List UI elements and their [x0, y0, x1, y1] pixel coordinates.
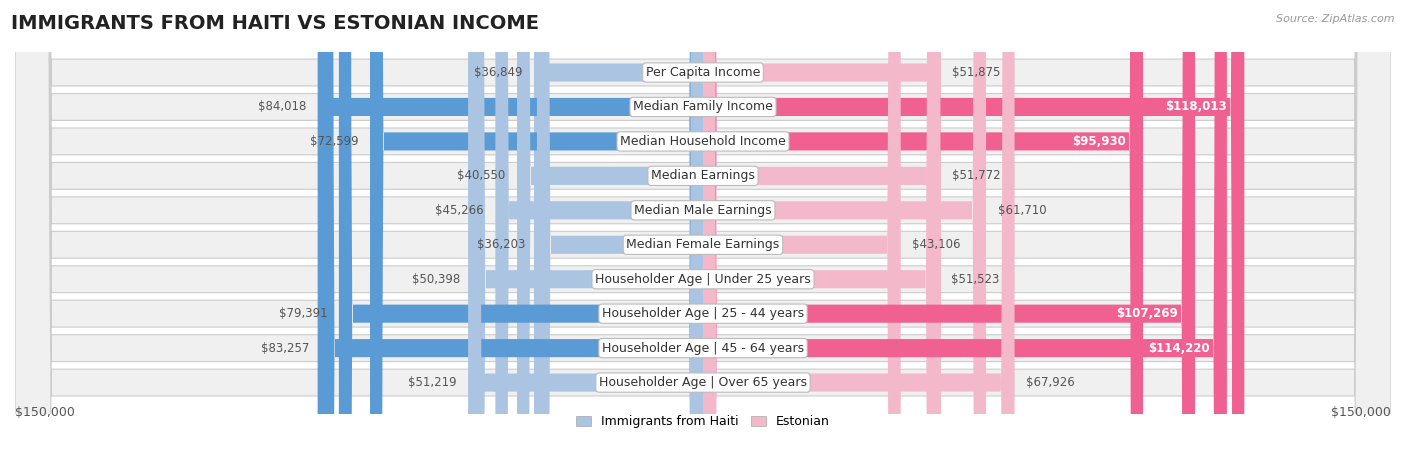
- Text: $36,849: $36,849: [474, 66, 523, 79]
- Text: Householder Age | 25 - 44 years: Householder Age | 25 - 44 years: [602, 307, 804, 320]
- FancyBboxPatch shape: [703, 0, 1143, 467]
- Text: Median Household Income: Median Household Income: [620, 135, 786, 148]
- Text: Source: ZipAtlas.com: Source: ZipAtlas.com: [1277, 14, 1395, 24]
- Text: Median Male Earnings: Median Male Earnings: [634, 204, 772, 217]
- FancyBboxPatch shape: [517, 0, 703, 467]
- Text: $118,013: $118,013: [1166, 100, 1227, 113]
- FancyBboxPatch shape: [15, 0, 1391, 467]
- FancyBboxPatch shape: [703, 0, 1244, 467]
- Text: $114,220: $114,220: [1149, 342, 1209, 354]
- FancyBboxPatch shape: [15, 0, 1391, 467]
- Text: $150,000: $150,000: [15, 406, 75, 419]
- Text: $36,203: $36,203: [477, 238, 526, 251]
- Text: Householder Age | Under 25 years: Householder Age | Under 25 years: [595, 273, 811, 286]
- Text: Median Family Income: Median Family Income: [633, 100, 773, 113]
- FancyBboxPatch shape: [321, 0, 703, 467]
- FancyBboxPatch shape: [537, 0, 703, 467]
- Text: $43,106: $43,106: [912, 238, 960, 251]
- FancyBboxPatch shape: [15, 0, 1391, 467]
- FancyBboxPatch shape: [15, 0, 1391, 467]
- FancyBboxPatch shape: [534, 0, 703, 467]
- FancyBboxPatch shape: [15, 0, 1391, 467]
- FancyBboxPatch shape: [703, 0, 901, 467]
- FancyBboxPatch shape: [15, 0, 1391, 467]
- Text: $40,550: $40,550: [457, 170, 506, 182]
- Text: $67,926: $67,926: [1026, 376, 1074, 389]
- FancyBboxPatch shape: [703, 0, 941, 467]
- Text: $107,269: $107,269: [1116, 307, 1178, 320]
- Text: Householder Age | 45 - 64 years: Householder Age | 45 - 64 years: [602, 342, 804, 354]
- Text: $51,772: $51,772: [952, 170, 1001, 182]
- Text: IMMIGRANTS FROM HAITI VS ESTONIAN INCOME: IMMIGRANTS FROM HAITI VS ESTONIAN INCOME: [11, 14, 540, 33]
- Text: $50,398: $50,398: [412, 273, 460, 286]
- FancyBboxPatch shape: [703, 0, 1227, 467]
- Text: $84,018: $84,018: [257, 100, 307, 113]
- FancyBboxPatch shape: [703, 0, 939, 467]
- FancyBboxPatch shape: [318, 0, 703, 467]
- Text: $79,391: $79,391: [278, 307, 328, 320]
- Text: Per Capita Income: Per Capita Income: [645, 66, 761, 79]
- FancyBboxPatch shape: [339, 0, 703, 467]
- FancyBboxPatch shape: [703, 0, 1195, 467]
- Text: $51,523: $51,523: [950, 273, 1000, 286]
- Text: Householder Age | Over 65 years: Householder Age | Over 65 years: [599, 376, 807, 389]
- Text: $150,000: $150,000: [1331, 406, 1391, 419]
- FancyBboxPatch shape: [703, 0, 941, 467]
- Text: $51,219: $51,219: [408, 376, 457, 389]
- Text: $83,257: $83,257: [262, 342, 309, 354]
- Text: $95,930: $95,930: [1071, 135, 1126, 148]
- FancyBboxPatch shape: [468, 0, 703, 467]
- Text: $72,599: $72,599: [309, 135, 359, 148]
- Text: Median Earnings: Median Earnings: [651, 170, 755, 182]
- FancyBboxPatch shape: [15, 0, 1391, 467]
- Legend: Immigrants from Haiti, Estonian: Immigrants from Haiti, Estonian: [571, 410, 835, 433]
- FancyBboxPatch shape: [15, 0, 1391, 467]
- FancyBboxPatch shape: [472, 0, 703, 467]
- Text: $51,875: $51,875: [952, 66, 1001, 79]
- FancyBboxPatch shape: [495, 0, 703, 467]
- Text: Median Female Earnings: Median Female Earnings: [627, 238, 779, 251]
- Text: $61,710: $61,710: [997, 204, 1046, 217]
- FancyBboxPatch shape: [703, 0, 1015, 467]
- Text: $45,266: $45,266: [436, 204, 484, 217]
- FancyBboxPatch shape: [370, 0, 703, 467]
- FancyBboxPatch shape: [15, 0, 1391, 467]
- FancyBboxPatch shape: [703, 0, 986, 467]
- FancyBboxPatch shape: [15, 0, 1391, 467]
